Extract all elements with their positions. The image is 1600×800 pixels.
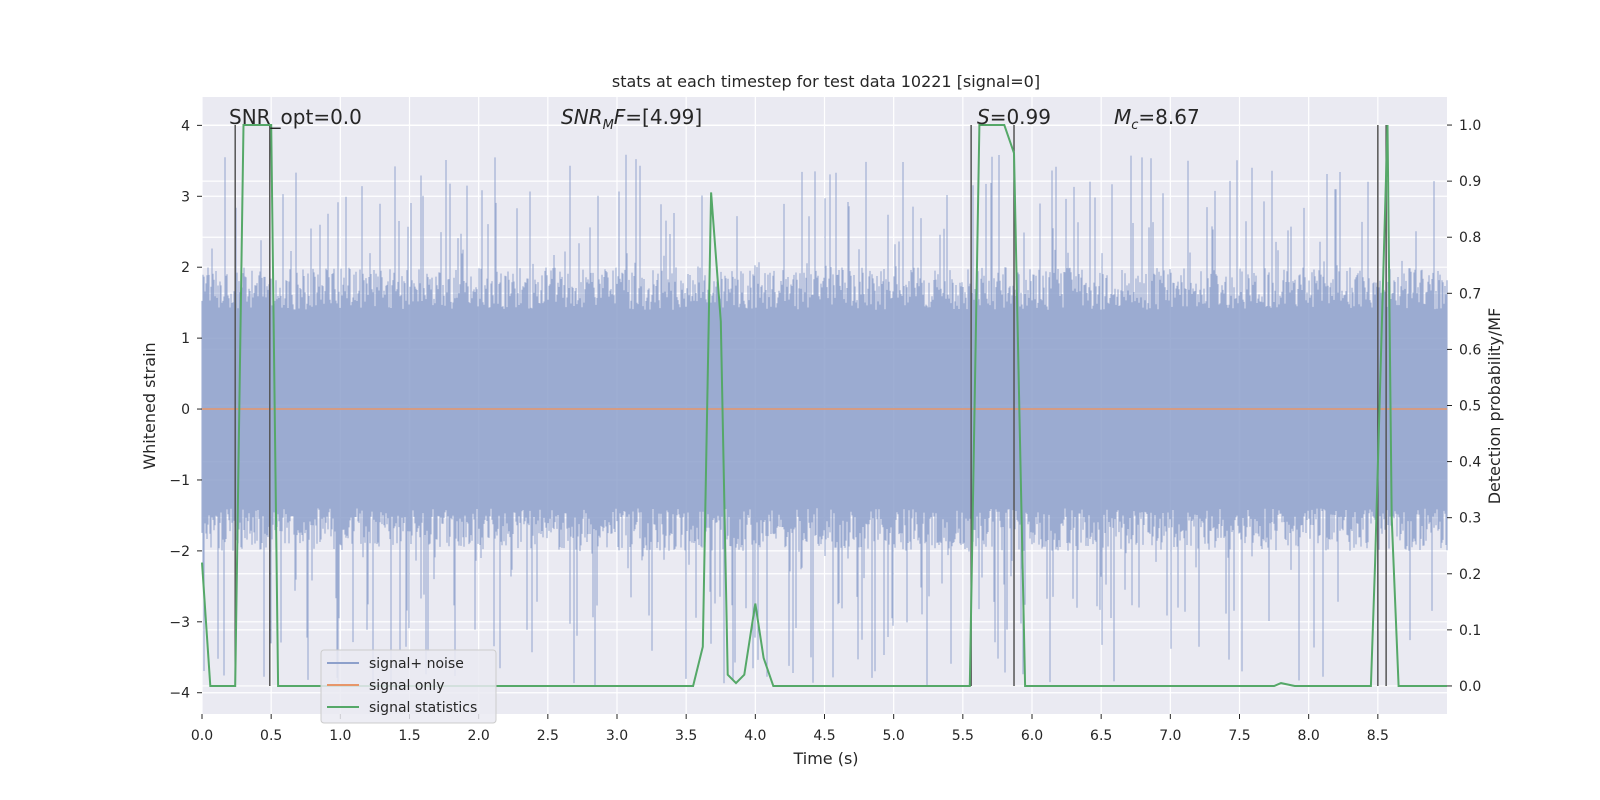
y-left-tick-label: 4 bbox=[181, 118, 190, 134]
signal-statistics-series bbox=[201, 124, 1447, 687]
x-tick-label: 7.5 bbox=[1228, 728, 1250, 744]
chart-title: stats at each timestep for test data 102… bbox=[612, 72, 1040, 91]
x-tick-label: 2.0 bbox=[468, 728, 490, 744]
y-right-tick-label: 0.8 bbox=[1459, 230, 1481, 246]
legend-label-signal-only: signal only bbox=[369, 678, 444, 694]
mc-annotation: Mc=8.67 bbox=[1114, 105, 1200, 133]
x-tick-label: 0.0 bbox=[191, 728, 213, 744]
legend-label-signal-noise: signal+ noise bbox=[369, 656, 464, 672]
y-left-axis-label: Whitened strain bbox=[140, 342, 159, 469]
y-left-tick-label: 3 bbox=[181, 189, 190, 205]
x-tick-label: 4.0 bbox=[744, 728, 766, 744]
s-annotation: S=0.99 bbox=[977, 105, 1051, 129]
y-right-axis-label: Detection probability/MF bbox=[1485, 308, 1504, 505]
y-right-tick-label: 0.9 bbox=[1459, 174, 1481, 190]
signal-noise-series bbox=[201, 154, 1448, 686]
y-right-tick-label: 0.0 bbox=[1459, 679, 1481, 695]
y-left-tick-label: 2 bbox=[181, 260, 190, 276]
x-tick-label: 8.5 bbox=[1367, 728, 1389, 744]
y-left-tick-label: −3 bbox=[169, 615, 190, 631]
x-tick-label: 1.0 bbox=[329, 728, 351, 744]
x-tick-label: 8.0 bbox=[1298, 728, 1320, 744]
x-tick-label: 5.0 bbox=[883, 728, 905, 744]
x-tick-label: 5.5 bbox=[952, 728, 974, 744]
y-right-tick-label: 0.1 bbox=[1459, 623, 1481, 639]
signal-noise-trace bbox=[201, 154, 1448, 686]
legend-label-signal-statistics: signal statistics bbox=[369, 700, 477, 716]
x-tick-label: 3.0 bbox=[606, 728, 628, 744]
y-right-tick-label: 1.0 bbox=[1459, 118, 1481, 134]
snr-opt-annotation: SNR_opt=0.0 bbox=[229, 105, 362, 129]
y-right-tick-label: 0.2 bbox=[1459, 567, 1481, 583]
y-left-tick-label: 1 bbox=[181, 331, 190, 347]
y-left-tick-label: 0 bbox=[181, 402, 190, 418]
x-tick-label: 4.5 bbox=[813, 728, 835, 744]
y-right-tick-label: 0.3 bbox=[1459, 511, 1481, 527]
x-tick-label: 6.5 bbox=[1090, 728, 1112, 744]
y-right-tick-label: 0.6 bbox=[1459, 342, 1481, 358]
y-right-tick-label: 0.4 bbox=[1459, 455, 1481, 471]
y-right-tick-label: 0.7 bbox=[1459, 286, 1481, 302]
x-axis-label: Time (s) bbox=[792, 749, 858, 768]
y-left-tick-label: −2 bbox=[169, 544, 190, 560]
y-right-tick-label: 0.5 bbox=[1459, 399, 1481, 415]
legend-box bbox=[320, 649, 497, 724]
x-tick-label: 2.5 bbox=[537, 728, 559, 744]
y-right-axis-ticks: 1.0 0.9 0.8 0.7 0.6 0.5 0.4 0.3 0.2 0.1 0.0 bbox=[1447, 118, 1481, 695]
x-tick-label: 1.5 bbox=[398, 728, 420, 744]
x-axis-ticks: 0.0 0.5 1.0 1.5 2.0 2.5 3.0 3.5 4.0 4.5 5.0 5.5 6.0 6… bbox=[191, 714, 1389, 744]
y-left-tick-label: −4 bbox=[169, 686, 190, 702]
y-left-tick-label: −1 bbox=[169, 473, 190, 489]
x-tick-label: 6.0 bbox=[1021, 728, 1043, 744]
x-tick-label: 0.5 bbox=[260, 728, 282, 744]
y-left-axis-ticks: 4 3 2 1 0 −1 −2 −3 −4 bbox=[169, 118, 202, 702]
x-tick-label: 7.0 bbox=[1159, 728, 1181, 744]
legend: signal+ noise signal only signal statist… bbox=[320, 649, 497, 724]
x-tick-label: 3.5 bbox=[675, 728, 697, 744]
snr-mf-annotation: SNRMF=[4.99] bbox=[561, 105, 702, 133]
